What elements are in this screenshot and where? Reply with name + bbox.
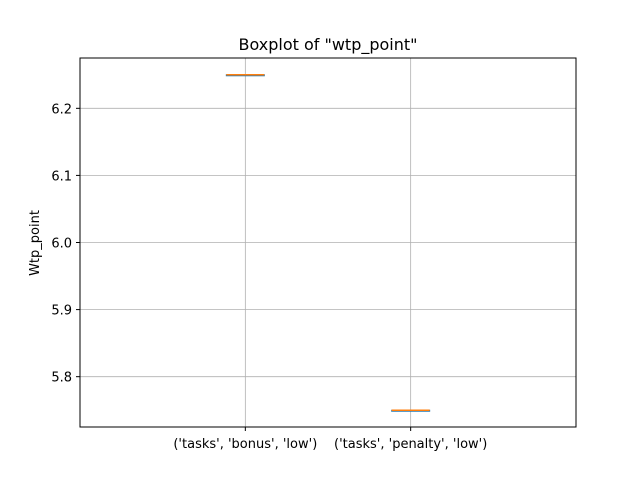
y-tick-label: 6.1 xyxy=(51,169,72,184)
y-tick-label: 5.8 xyxy=(51,371,72,386)
y-tick-label: 6.2 xyxy=(51,102,72,117)
y-axis-label: Wtp_point xyxy=(28,210,43,276)
x-tick-layer: ('tasks', 'bonus', 'low') ('tasks', 'pena… xyxy=(173,427,487,452)
box-layer xyxy=(225,74,431,412)
grid-layer xyxy=(80,58,576,427)
y-tick-label: 6.0 xyxy=(51,237,72,252)
y-tick-layer: 5.8 5.9 6.0 6.1 6.2 xyxy=(51,102,80,386)
x-tick-label: ('tasks', 'penalty', 'low') xyxy=(334,437,487,452)
x-tick-label: ('tasks', 'bonus', 'low') xyxy=(173,437,317,452)
y-tick-label: 5.9 xyxy=(51,304,72,319)
chart-title: Boxplot of "wtp_point" xyxy=(238,35,417,55)
